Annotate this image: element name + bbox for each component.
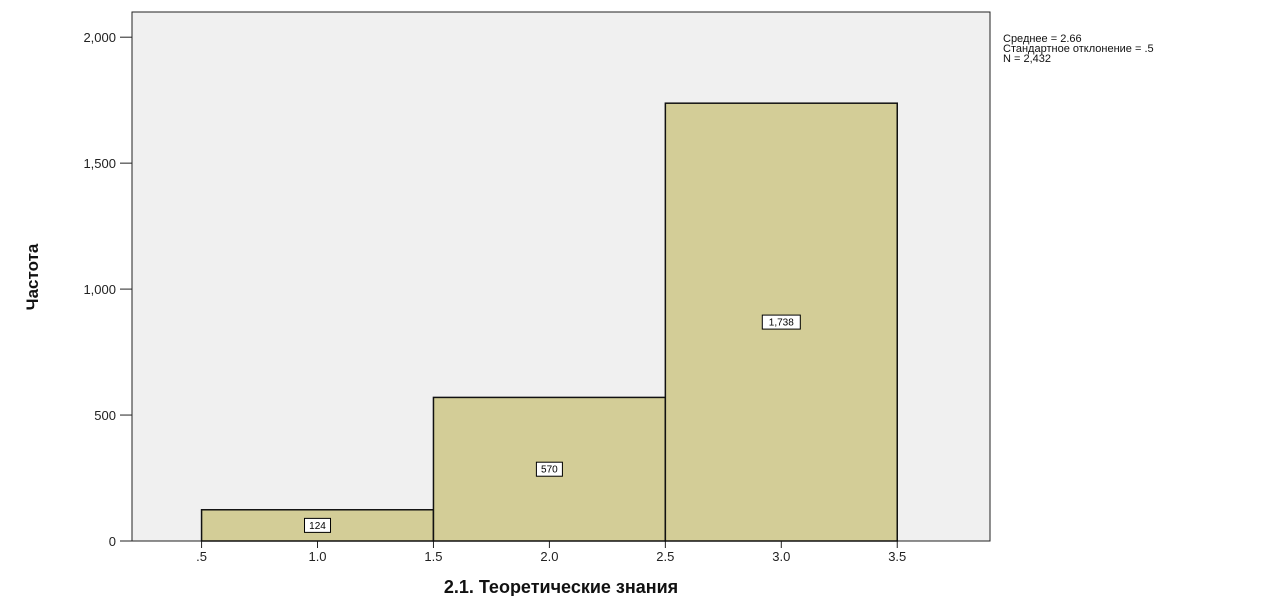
- summary-statistics: Среднее = 2.66 Стандартное отклонение = …: [1003, 33, 1154, 65]
- x-tick-label: 1.5: [424, 549, 442, 564]
- x-tick-label: 2.0: [540, 549, 558, 564]
- stat-std-deviation: Стандартное отклонение = .5: [1003, 43, 1154, 55]
- y-tick-label: 1,500: [83, 156, 116, 171]
- x-axis: .5 1.0 1.5 2.0 2.5 3.0 3.5: [196, 541, 906, 564]
- data-label: 124: [309, 521, 326, 532]
- x-tick-label: 3.5: [888, 549, 906, 564]
- y-axis-title: Частота: [23, 243, 42, 310]
- data-label: 570: [541, 465, 558, 476]
- data-label-box: [304, 517, 332, 533]
- y-tick-label: 1,000: [83, 282, 116, 297]
- data-labels: 124 570 1,738: [304, 314, 801, 533]
- x-tick-label: 2.5: [656, 549, 674, 564]
- y-tick-label: 500: [94, 408, 116, 423]
- stat-n: N = 2,432: [1003, 53, 1052, 65]
- x-tick-label: 1.0: [308, 549, 326, 564]
- x-tick-label: 3.0: [772, 549, 790, 564]
- y-axis: 0 500 1,000 1,500 2,000: [83, 30, 132, 549]
- stat-mean: Среднее = 2.66: [1003, 33, 1082, 45]
- y-tick-label: 0: [109, 534, 116, 549]
- data-label-box: [535, 461, 563, 477]
- histogram-bar: [432, 396, 667, 542]
- data-label-box: [761, 314, 801, 330]
- data-label: 1,738: [769, 318, 794, 329]
- x-axis-title: 2.1. Теоретические знания: [444, 577, 678, 596]
- x-tick-label: .5: [196, 549, 207, 564]
- y-tick-label: 2,000: [83, 30, 116, 45]
